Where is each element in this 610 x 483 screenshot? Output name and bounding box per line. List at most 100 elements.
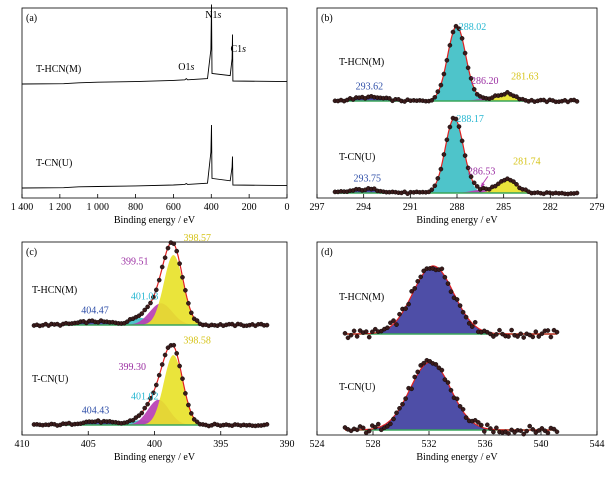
data-point xyxy=(418,274,424,280)
data-point xyxy=(412,286,418,291)
data-point xyxy=(545,328,551,333)
data-point xyxy=(509,427,514,433)
data-point xyxy=(177,261,182,266)
peak-value-label: 398.57 xyxy=(183,233,211,244)
data-point xyxy=(375,421,381,427)
data-point xyxy=(465,65,471,71)
x-tick-label: 600 xyxy=(166,202,181,213)
x-tick-label: 1 200 xyxy=(49,202,72,213)
data-point xyxy=(433,362,439,367)
survey-curve xyxy=(21,4,288,85)
data-point xyxy=(442,274,448,280)
data-point xyxy=(445,380,451,385)
peak-value-label: 399.51 xyxy=(121,257,148,268)
data-point xyxy=(139,311,145,316)
data-point xyxy=(441,152,447,157)
data-point xyxy=(486,186,492,192)
data-point xyxy=(400,401,405,407)
data-point xyxy=(397,405,402,411)
data-point xyxy=(468,174,474,179)
data-point xyxy=(435,89,441,94)
data-point xyxy=(183,287,188,293)
data-point xyxy=(492,183,498,189)
data-point xyxy=(456,26,462,32)
component-peak xyxy=(335,93,577,101)
data-point xyxy=(145,304,150,310)
data-point xyxy=(448,289,454,295)
data-point xyxy=(148,395,153,401)
data-point xyxy=(415,278,421,284)
series-label: T-HCN(M) xyxy=(32,285,77,296)
data-point xyxy=(533,329,539,335)
data-point xyxy=(466,321,472,326)
x-tick-label: 532 xyxy=(422,439,437,450)
peak-value-label: 293.75 xyxy=(354,173,382,184)
panel-label: (b) xyxy=(321,13,333,24)
data-point xyxy=(551,426,557,432)
data-point xyxy=(391,318,396,323)
data-point xyxy=(388,320,393,326)
series-label: T-HCN(M) xyxy=(339,292,384,303)
data-point xyxy=(142,307,147,313)
data-point xyxy=(539,426,545,431)
data-point xyxy=(180,376,185,382)
data-point xyxy=(153,287,159,293)
data-point xyxy=(421,360,427,366)
data-point xyxy=(165,245,171,251)
panel-label: (c) xyxy=(26,247,37,258)
x-tick-label: 0 xyxy=(285,202,290,213)
data-point xyxy=(264,422,270,427)
data-point xyxy=(388,421,393,427)
data-point xyxy=(554,329,560,335)
peak-label: O1s xyxy=(178,62,194,73)
data-point xyxy=(554,429,560,435)
data-point xyxy=(348,332,354,338)
x-tick-label: 800 xyxy=(128,202,143,213)
peak-value-label: 401.02 xyxy=(131,391,159,402)
data-point xyxy=(366,334,372,340)
peak-label: C1s xyxy=(230,44,246,55)
data-point xyxy=(421,268,427,274)
data-point xyxy=(478,422,484,428)
data-point xyxy=(444,137,450,143)
peak-value-label: 398.58 xyxy=(183,336,211,347)
data-point xyxy=(139,410,145,416)
data-point xyxy=(545,430,551,436)
data-point xyxy=(460,309,466,315)
data-point xyxy=(465,165,471,171)
data-point xyxy=(495,181,501,187)
data-point xyxy=(432,95,438,100)
data-point xyxy=(530,427,536,432)
data-point xyxy=(360,425,366,431)
series-label: T-CN(U) xyxy=(339,382,375,393)
x-tick-label: 291 xyxy=(403,202,418,213)
data-point xyxy=(171,241,177,246)
data-point xyxy=(445,281,451,286)
data-point xyxy=(548,334,554,340)
data-point xyxy=(514,94,519,99)
data-point xyxy=(539,331,545,337)
data-point xyxy=(475,420,481,425)
data-point xyxy=(472,319,478,325)
data-point xyxy=(574,99,580,104)
data-point xyxy=(457,403,463,409)
data-point xyxy=(159,264,165,270)
data-point xyxy=(412,374,418,380)
peak-value-label: 399.30 xyxy=(118,362,146,373)
series-label: T-CN(U) xyxy=(339,152,375,163)
x-tick-label: 297 xyxy=(310,202,325,213)
data-point xyxy=(439,266,445,272)
data-point xyxy=(366,428,372,434)
x-tick-label: 282 xyxy=(543,202,558,213)
x-tick-label: 410 xyxy=(15,439,30,450)
data-point xyxy=(463,415,469,420)
arrow-head-icon xyxy=(480,182,485,188)
component-peak xyxy=(335,178,577,193)
data-point xyxy=(435,176,441,181)
data-point xyxy=(444,58,450,63)
data-point xyxy=(471,180,477,186)
data-point xyxy=(145,401,150,407)
data-point xyxy=(481,429,487,434)
data-point xyxy=(468,76,474,81)
data-point xyxy=(459,36,465,41)
